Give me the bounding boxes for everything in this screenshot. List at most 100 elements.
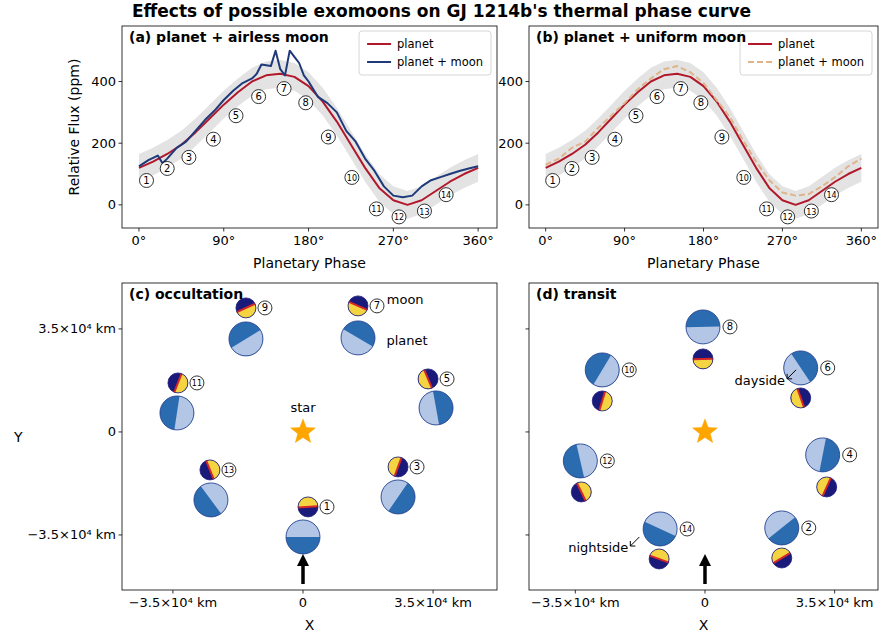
position-number-label: 5 <box>444 373 450 384</box>
phase-marker-circle <box>182 150 196 164</box>
frame <box>529 26 878 228</box>
planet <box>381 480 415 514</box>
legend-box <box>359 31 491 75</box>
phase-marker-circle <box>252 90 266 104</box>
position-number-label: 4 <box>846 449 852 460</box>
x-tick <box>624 228 625 232</box>
moon <box>693 349 713 369</box>
x-tick <box>433 590 434 594</box>
position-number-label: 13 <box>224 466 234 475</box>
phase-marker-label: 6 <box>255 91 261 102</box>
annotation-arrow <box>787 370 796 379</box>
x-axis-title: X <box>305 617 315 633</box>
legend-box <box>740 31 872 75</box>
planet-outline <box>229 322 263 356</box>
phase-marker-circle <box>277 82 291 96</box>
position-number: 2 <box>802 521 816 535</box>
planet-nightside <box>160 396 194 430</box>
phase-marker-circle <box>585 150 599 164</box>
y-tick <box>119 431 123 432</box>
planet-nightside <box>194 483 228 517</box>
phase-marker: 4 <box>206 132 220 146</box>
x-tick-label: −3.5×10⁴ km <box>531 595 620 610</box>
planet-nightside <box>585 353 619 387</box>
planet-nightside <box>765 511 799 545</box>
planet-outline <box>643 512 677 546</box>
y-tick-label: 200 <box>498 136 523 151</box>
phase-marker-label: 8 <box>698 97 704 108</box>
planet-outline <box>381 480 415 514</box>
moon-outline <box>592 391 612 411</box>
annotation: star <box>290 400 316 415</box>
planet-outline <box>585 353 619 387</box>
planet <box>341 321 375 355</box>
x-tick-label: 3.5×10⁴ km <box>796 595 874 610</box>
moon-terminator <box>349 302 367 310</box>
position-number-label: 11 <box>192 379 202 388</box>
planet <box>194 483 228 517</box>
moon-terminator <box>797 389 804 408</box>
plot-area <box>139 51 478 219</box>
moon-outline <box>348 296 368 316</box>
plot-area <box>563 310 839 569</box>
phase-marker-label: 5 <box>233 110 239 121</box>
phase-marker-circle <box>299 96 313 110</box>
plot-area <box>160 296 453 554</box>
moon-far-side <box>418 369 438 389</box>
phase-marker: 10 <box>737 170 751 184</box>
planet-outline <box>194 483 228 517</box>
moon-far-side <box>298 497 318 517</box>
moon <box>571 482 591 502</box>
moon-far-side <box>168 373 188 393</box>
position-number-circle <box>723 320 737 334</box>
y-tick-label: 0 <box>108 424 116 439</box>
x-tick-label: 180° <box>293 233 324 248</box>
position-number: 6 <box>821 361 835 375</box>
legend: planet planet + moon <box>359 31 491 75</box>
x-tick-label: 270° <box>378 233 409 248</box>
phase-marker: 11 <box>760 202 774 216</box>
x-tick-label: 0 <box>299 595 307 610</box>
planet-dayside <box>174 396 193 430</box>
x-tick-label: 3.5×10⁴ km <box>394 595 472 610</box>
observer-arrow <box>703 564 707 584</box>
x-tick <box>223 228 224 232</box>
phase-marker: 7 <box>277 82 291 96</box>
phase-marker-label: 11 <box>371 205 381 214</box>
legend-label: planet + moon <box>397 55 483 69</box>
figure: Effects of possible exomoons on GJ 1214b… <box>0 0 883 643</box>
phase-marker-label: 12 <box>783 213 793 222</box>
phase-marker-label: 2 <box>164 163 170 174</box>
phase-marker-circle <box>737 170 751 184</box>
position-number-circle <box>600 454 614 468</box>
phase-marker-label: 13 <box>806 208 816 217</box>
x-tick-label: −3.5×10⁴ km <box>129 595 218 610</box>
phase-marker: 6 <box>650 90 664 104</box>
moon-far-side <box>571 482 591 502</box>
x-tick <box>704 590 705 594</box>
moon-terminator <box>773 553 790 563</box>
planet-outline <box>784 351 818 385</box>
moon <box>388 457 408 477</box>
moon-terminator <box>174 374 181 393</box>
moon <box>418 369 438 389</box>
phase-marker-label: 9 <box>719 132 725 143</box>
planet-nightside <box>643 512 677 546</box>
y-tick-label: 200 <box>91 136 116 151</box>
phase-marker-circle <box>804 204 818 218</box>
x-tick-label: 360° <box>846 233 877 248</box>
moon-outline <box>388 457 408 477</box>
phase-marker: 6 <box>252 90 266 104</box>
position-number: 5 <box>440 372 454 386</box>
position-number: 11 <box>190 376 204 390</box>
position-number-label: 9 <box>262 302 268 313</box>
legend-label: planet <box>397 37 434 51</box>
phase-marker-circle <box>417 204 431 218</box>
planet <box>643 512 677 546</box>
moon-outline <box>298 497 318 517</box>
x-tick <box>172 590 173 594</box>
position-number-circle <box>622 363 636 377</box>
y-tick <box>119 328 123 329</box>
panel-title: (d) transit <box>536 286 617 302</box>
position-number-circle <box>370 299 384 313</box>
